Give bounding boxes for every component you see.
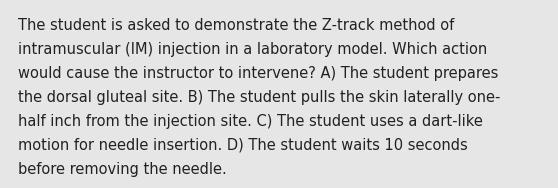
Text: motion for needle insertion. D) The student waits 10 seconds: motion for needle insertion. D) The stud… xyxy=(18,138,468,153)
Text: would cause the instructor to intervene? A) The student prepares: would cause the instructor to intervene?… xyxy=(18,66,498,81)
Text: before removing the needle.: before removing the needle. xyxy=(18,162,227,177)
Text: intramuscular (IM) injection in a laboratory model. Which action: intramuscular (IM) injection in a labora… xyxy=(18,42,487,57)
Text: half inch from the injection site. C) The student uses a dart-like: half inch from the injection site. C) Th… xyxy=(18,114,483,129)
Text: The student is asked to demonstrate the Z-track method of: The student is asked to demonstrate the … xyxy=(18,18,454,33)
Text: the dorsal gluteal site. B) The student pulls the skin laterally one-: the dorsal gluteal site. B) The student … xyxy=(18,90,501,105)
